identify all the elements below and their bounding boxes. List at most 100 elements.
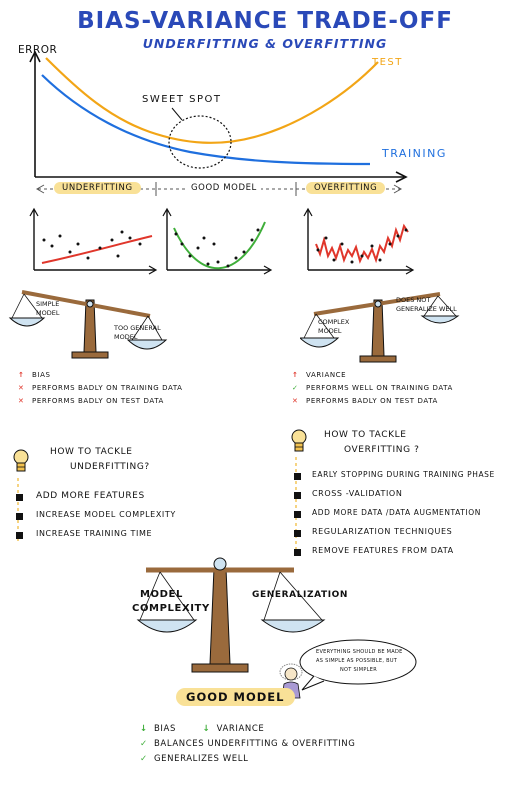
right-scale [300, 292, 460, 363]
balance-base [191, 663, 249, 673]
bullet-square [294, 492, 301, 499]
balance-right-pan [260, 619, 326, 633]
data-point [188, 254, 192, 258]
right-scale-stand [371, 299, 385, 357]
quote-line-3: NOT SIMPLER [340, 667, 378, 673]
up-arrow-icon: ↑ [292, 371, 299, 379]
right-scale-left-string-1 [303, 313, 317, 339]
left-scale-right-label: TOO GENERAL MODEL [114, 324, 161, 341]
tackle-over-item-1: EARLY STOPPING DURING TRAINING PHASE [312, 470, 495, 479]
goodfit-curve [173, 221, 266, 270]
left-scale-base [71, 351, 109, 359]
left-pan-light [8, 317, 46, 327]
balance-left-string-1 [139, 571, 161, 621]
data-point [202, 236, 206, 240]
data-point [42, 238, 46, 242]
tackle-over-item-2: CROSS -VALIDATION [312, 489, 403, 498]
left-scale-pivot [86, 300, 94, 308]
region-overfitting-label: OVERFITTING [306, 182, 386, 194]
right-scale-right-string-1 [423, 295, 439, 317]
tackle-under-item-1: ADD MORE FEATURES [36, 491, 145, 501]
overfit-prop-text: PERFORMS WELL ON TRAINING DATA [306, 384, 453, 392]
data-point [378, 258, 382, 262]
data-point [86, 256, 90, 260]
underfit-line [41, 235, 153, 264]
bullet-square [294, 549, 301, 556]
training-error-curve [41, 74, 371, 166]
goodfit-y-arrow [162, 207, 172, 217]
summary-text-generalizes: GENERALIZES WELL [154, 754, 249, 764]
tackle-over-dashed-line [295, 457, 297, 557]
balance-pivot [213, 557, 227, 571]
test-curve-label: TEST [372, 57, 403, 68]
tackle-under-item-3: INCREASE TRAINING TIME [36, 529, 153, 538]
data-point [180, 242, 184, 246]
tackle-over-heading-2: OVERFITTING ? [344, 445, 420, 455]
balanced-scale [136, 557, 326, 673]
overfit-prop-1: ↑ VARIANCE [292, 371, 346, 379]
balance-right-label: GENERALIZATION [252, 590, 349, 600]
data-point [174, 232, 178, 236]
underfit-prop-1: ↑ BIAS [18, 371, 51, 379]
test-error-curve [45, 57, 379, 144]
sweet-spot-circle [168, 115, 232, 169]
summary-text-bias: BIAS [154, 724, 176, 734]
region-underfitting-label: UNDERFITTING [54, 182, 141, 194]
balance-right-string-1 [263, 571, 281, 621]
tackle-over-item-5: REMOVE FEATURES FROM DATA [312, 546, 454, 555]
balance-left-pan [136, 619, 198, 633]
data-point [396, 234, 400, 238]
tackle-over-heading-1: HOW TO TACKLE [324, 430, 407, 440]
right-pan-string-1 [131, 315, 149, 341]
left-scale [8, 290, 168, 359]
tackle-under-heading-1: HOW TO TACKLE [50, 447, 133, 457]
data-point [58, 234, 62, 238]
data-point [226, 264, 230, 268]
overfit-points [316, 228, 408, 264]
balance-stand [209, 567, 231, 665]
chart-x-axis-arrow [395, 171, 408, 183]
underfit-prop-text: PERFORMS BADLY ON TRAINING DATA [32, 384, 183, 392]
right-scale-pivot [374, 300, 382, 308]
left-pan-string-2 [23, 293, 43, 319]
data-point [216, 260, 220, 264]
balance-left-string-2 [159, 571, 195, 621]
summary-item-bias-variance: ↓ BIAS ↓ VARIANCE [140, 724, 264, 734]
goodfit-points [174, 228, 260, 268]
underfit-prop-text: PERFORMS BADLY ON TEST DATA [32, 397, 164, 405]
underfit-plot [29, 207, 158, 275]
tackle-over-item-3: ADD MORE DATA /DATA AUGMENTATION [312, 508, 482, 517]
quote-line-1: EVERYTHING SHOULD BE MADE [316, 649, 403, 655]
left-scale-stand [83, 299, 97, 353]
data-point [360, 254, 364, 258]
quote-line-2: AS SIMPLE AS POSSIBLE, BUT [316, 658, 398, 664]
overfit-prop-2: ✓ PERFORMS WELL ON TRAINING DATA [292, 384, 453, 392]
left-scale-left-label: SIMPLE MODEL [36, 300, 60, 317]
data-point [324, 236, 328, 240]
cross-icon: ✕ [18, 384, 25, 392]
lightbulb-icon [291, 429, 307, 452]
balance-left-label-1: MODEL [140, 589, 183, 600]
overfit-y-arrow [303, 207, 313, 217]
check-icon: ✓ [140, 739, 148, 749]
data-point [332, 258, 336, 262]
data-point [50, 244, 54, 248]
bullet-square [16, 494, 23, 501]
overfit-prop-text: VARIANCE [306, 371, 347, 379]
chart-y-label: ERROR [18, 44, 58, 56]
data-point [120, 230, 124, 234]
bullet-square [294, 473, 301, 480]
check-icon: ✓ [292, 384, 299, 392]
overfit-plot [303, 207, 415, 275]
good-model-badge: GOOD MODEL [176, 688, 295, 706]
check-icon: ✓ [140, 754, 148, 764]
data-point [350, 260, 354, 264]
right-scale-right-string-2 [437, 295, 457, 317]
data-point [250, 238, 254, 242]
fit-plots [29, 207, 415, 275]
region-right-arrow [393, 184, 403, 194]
data-point [128, 236, 132, 240]
region-left-arrow [35, 184, 45, 194]
left-pan-string-1 [11, 293, 25, 319]
underfit-prop-3: ✕ PERFORMS BADLY ON TEST DATA [18, 397, 164, 405]
